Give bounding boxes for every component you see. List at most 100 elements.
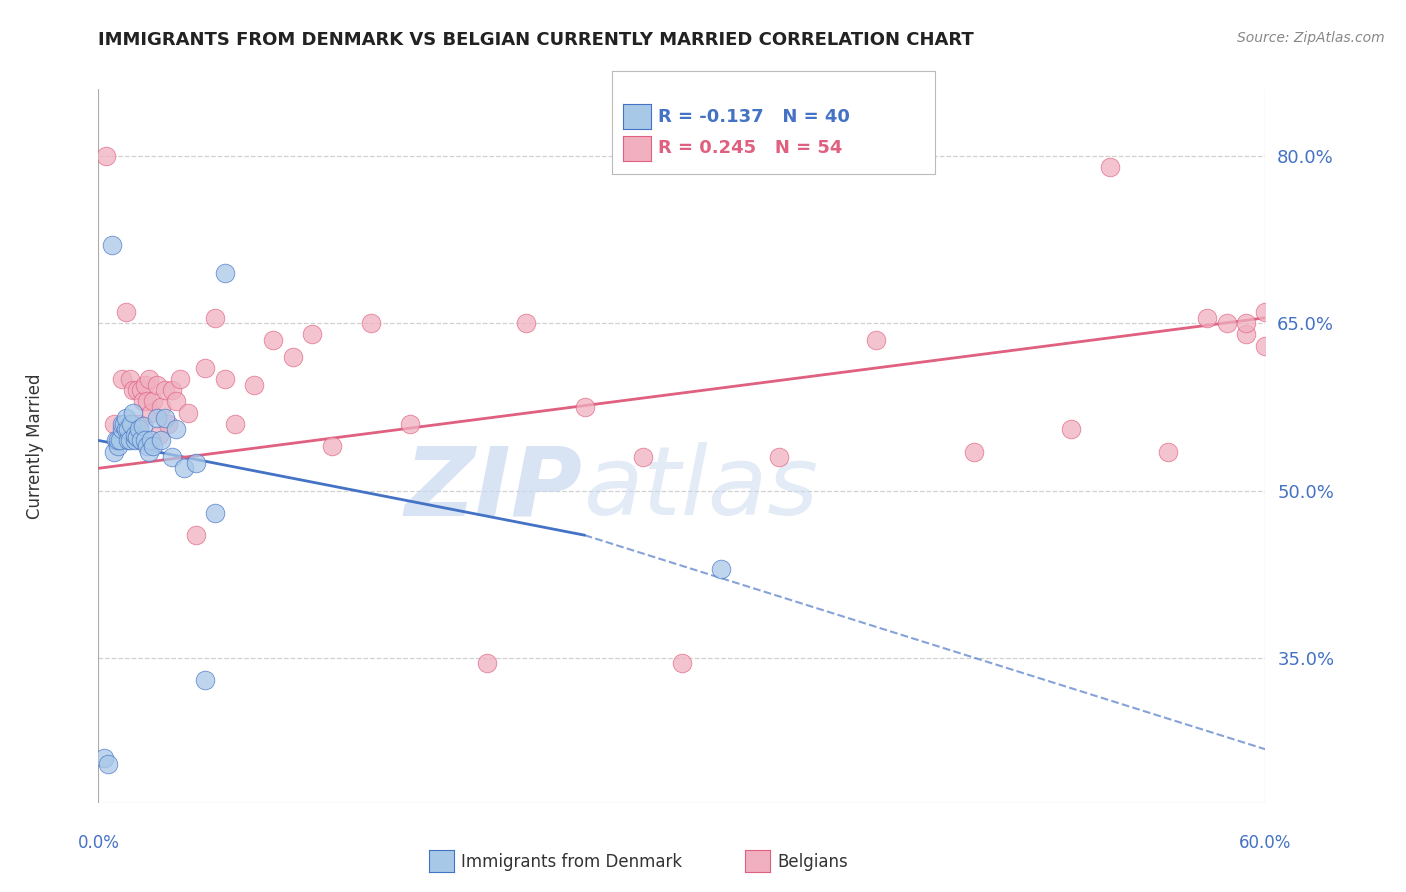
Point [1215,317,1237,331]
Point [710,562,733,576]
Point [117,434,139,448]
Point [93,751,115,765]
Point [149,400,172,414]
Point [1195,310,1218,325]
Point [117,422,139,436]
Point [184,528,207,542]
Point [865,333,887,347]
Text: R = 0.245   N = 54: R = 0.245 N = 54 [658,139,842,157]
Point [204,310,226,325]
Point [127,384,149,398]
Point [146,377,169,392]
Point [1098,161,1121,175]
Point [962,444,984,458]
Point [111,422,134,436]
Point [398,417,420,431]
Point [1254,305,1277,319]
Point [169,372,191,386]
Point [165,394,187,409]
Point [124,417,146,431]
Point [162,450,184,464]
Point [122,384,145,398]
Point [262,333,284,347]
Point [103,444,125,458]
Point [128,417,150,431]
Point [118,434,141,448]
Point [153,411,176,425]
Point [103,417,125,431]
Point [96,149,118,163]
Point [321,439,343,453]
Point [1234,327,1257,342]
Point [124,428,146,442]
Point [114,305,136,319]
Point [149,434,172,448]
Point [194,673,217,687]
Text: 60.0%: 60.0% [1239,834,1292,852]
Point [768,450,790,464]
Point [114,411,136,425]
Point [114,422,136,436]
Point [118,372,141,386]
Point [124,434,146,448]
Point [360,317,382,331]
Point [136,394,159,409]
Text: Currently Married: Currently Married [27,373,44,519]
Point [111,372,134,386]
Point [142,439,165,453]
Point [214,266,236,280]
Point [122,406,145,420]
Point [138,444,160,458]
Point [173,461,195,475]
Point [477,657,499,671]
Point [1060,422,1083,436]
Point [631,450,654,464]
Point [134,377,156,392]
Point [177,406,200,420]
Text: Belgians: Belgians [778,853,848,871]
Point [139,406,162,420]
Point [107,434,129,448]
Point [108,434,131,448]
Text: Immigrants from Denmark: Immigrants from Denmark [461,853,682,871]
Point [515,317,537,331]
Point [153,384,176,398]
Point [148,428,170,442]
Point [301,327,323,342]
Point [112,417,135,431]
Point [224,417,246,431]
Point [104,434,127,448]
Text: Source: ZipAtlas.com: Source: ZipAtlas.com [1237,31,1385,45]
Text: 0.0%: 0.0% [77,834,120,852]
Point [121,417,143,431]
Point [157,417,180,431]
Point [1254,338,1277,352]
Point [1234,317,1257,331]
Point [129,434,152,448]
Point [139,434,162,448]
Point [101,238,124,252]
Text: R = -0.137   N = 40: R = -0.137 N = 40 [658,108,849,126]
Point [97,756,120,771]
Point [165,422,187,436]
Text: IMMIGRANTS FROM DENMARK VS BELGIAN CURRENTLY MARRIED CORRELATION CHART: IMMIGRANTS FROM DENMARK VS BELGIAN CURRE… [98,31,974,49]
Point [204,506,226,520]
Text: ZIP: ZIP [405,442,582,535]
Point [107,439,129,453]
Point [574,400,596,414]
Point [243,377,266,392]
Point [136,439,159,453]
Point [129,384,152,398]
Point [1157,444,1180,458]
Point [132,394,155,409]
Point [127,430,149,444]
Point [671,657,693,671]
Point [138,372,160,386]
Point [111,417,134,431]
Point [128,422,150,436]
Point [281,350,304,364]
Point [134,434,156,448]
Point [184,456,207,470]
Text: atlas: atlas [582,442,818,535]
Point [146,411,169,425]
